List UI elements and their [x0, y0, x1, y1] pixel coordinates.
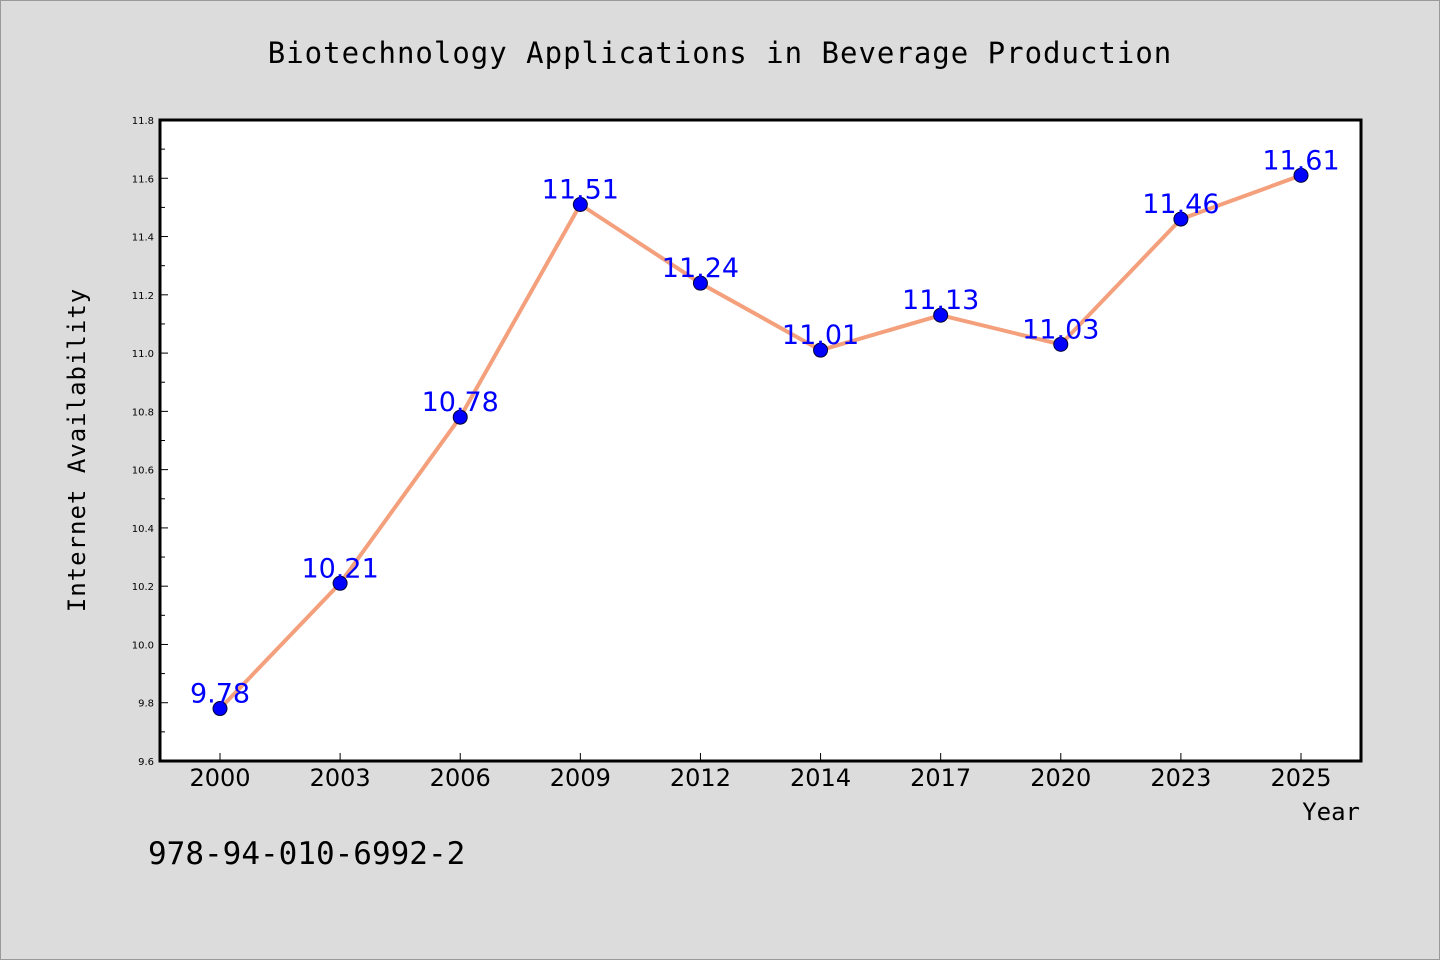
data-point [1173, 211, 1189, 227]
data-point [572, 196, 588, 212]
x-tick-label: 2009 [550, 764, 611, 792]
data-point [332, 575, 348, 591]
x-tick-label: 2017 [910, 764, 971, 792]
data-label: 11.01 [782, 320, 859, 351]
y-tick-label: 11.8 [132, 116, 154, 127]
data-label: 11.51 [542, 174, 619, 205]
data-point [692, 275, 708, 291]
data-point [933, 307, 949, 323]
data-label: 11.61 [1262, 145, 1339, 176]
x-tick-label: 2014 [790, 764, 851, 792]
y-tick-label: 10.6 [132, 466, 154, 477]
y-tick-label: 11.0 [132, 349, 154, 360]
y-tick-label: 10.2 [132, 582, 154, 593]
y-tick-label: 11.2 [132, 291, 154, 302]
data-point [813, 342, 829, 358]
data-point [1053, 336, 1069, 352]
x-tick-label: 2023 [1150, 764, 1211, 792]
x-tick-label: 2025 [1270, 764, 1331, 792]
data-label: 10.21 [301, 553, 378, 584]
x-tick-label: 2006 [430, 764, 491, 792]
y-tick-label: 10.0 [132, 640, 154, 651]
x-axis-label: Year [1302, 798, 1360, 826]
y-axis: 9.6 9.8 10.0 10.2 10.4 10.6 10.8 11.0 11.2 11.4 11… [132, 116, 168, 768]
footer-code: 978-94-010-6992-2 [148, 836, 465, 872]
data-point [452, 409, 468, 425]
series-line-group [212, 167, 1309, 717]
y-tick-label: 11.6 [132, 174, 154, 185]
chart-title: Biotechnology Applications in Beverage P… [268, 36, 1173, 70]
data-label: 9.78 [190, 679, 250, 710]
y-tick-label: 9.6 [138, 757, 154, 768]
x-axis: 2000 2003 2006 2009 2012 2014 2017 2020 2023 2025 [189, 753, 1332, 792]
data-point [212, 701, 228, 717]
y-tick-label: 11.4 [132, 233, 154, 244]
y-tick-label: 10.8 [132, 407, 154, 418]
data-label: 11.13 [902, 285, 979, 316]
y-axis-label: Internet Availability [63, 288, 91, 612]
x-tick-label: 2020 [1030, 764, 1091, 792]
data-label: 11.24 [662, 253, 739, 284]
y-tick-label: 9.8 [138, 699, 154, 710]
x-tick-label: 2012 [670, 764, 731, 792]
data-label: 11.46 [1142, 189, 1219, 220]
data-labels: 9.78 10.21 10.78 11.51 11.24 11.01 11.13 11.03 1… [190, 145, 1340, 709]
x-tick-label: 2000 [189, 764, 250, 792]
series-line [218, 173, 1303, 711]
plot-area [160, 120, 1361, 761]
x-tick-label: 2003 [310, 764, 371, 792]
data-point [1293, 167, 1309, 183]
data-label: 11.03 [1022, 314, 1099, 345]
y-tick-label: 10.4 [132, 524, 154, 535]
plot-frame [158, 118, 1363, 763]
data-label: 10.78 [422, 387, 499, 418]
